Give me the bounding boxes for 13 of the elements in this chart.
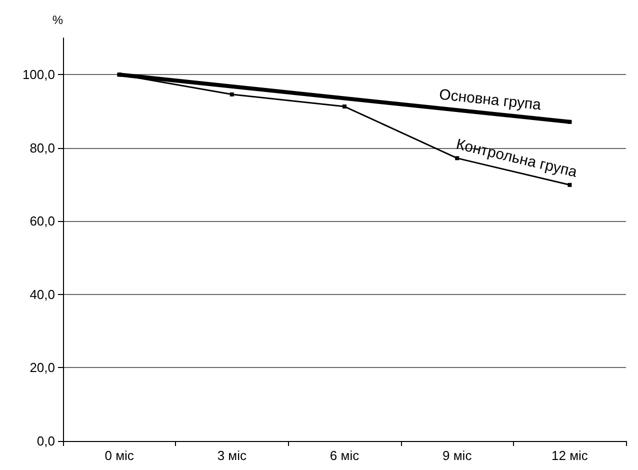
y-tick-label: 40,0 — [30, 286, 55, 302]
y-tick-label: 60,0 — [30, 214, 55, 229]
x-tick-label: 3 міс — [217, 448, 247, 463]
y-tick-label: 20,0 — [30, 360, 55, 376]
y-axis-title: % — [52, 13, 64, 27]
text: Основна група — [438, 86, 542, 114]
x-tick-label: 0 міс — [104, 448, 134, 463]
y-tick-label: 100,0 — [22, 67, 55, 82]
y-tick-label: 0,0 — [36, 434, 55, 448]
x-tick-label: 9 міс — [442, 448, 472, 463]
y-tick-label: 80,0 — [30, 140, 55, 156]
x-tick-label: 6 міс — [330, 448, 360, 463]
x-tick-label: 12 міс — [551, 448, 588, 463]
